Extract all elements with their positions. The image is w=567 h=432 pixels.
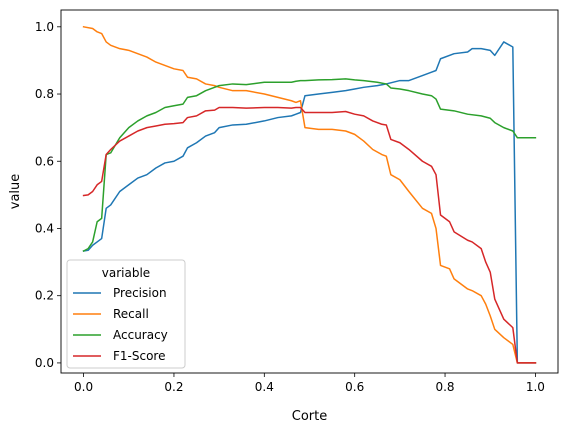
x-ticks: 0.0 0.2 0.4 0.6 0.8 1.0 (74, 373, 545, 394)
x-tick-label: 0.2 (164, 380, 183, 394)
legend-entries: Precision Recall Accuracy F1-Score (73, 286, 168, 363)
x-tick-label: 0.8 (435, 380, 454, 394)
legend-label-accuracy: Accuracy (113, 328, 168, 342)
y-ticks: 0.0 0.2 0.4 0.6 0.8 1.0 (35, 20, 61, 370)
x-tick-label: 0.0 (74, 380, 93, 394)
plot-frame (60, 9, 559, 374)
x-axis-label: Corte (292, 409, 327, 424)
series-line-recall (82, 25, 537, 364)
x-tick-label: 1.0 (526, 380, 545, 394)
y-tick-label: 0.8 (35, 87, 54, 101)
series-line-f1-score (82, 106, 537, 364)
y-tick-label: 0.4 (35, 221, 54, 235)
series-layer (82, 25, 537, 364)
series-line-accuracy (82, 78, 537, 253)
legend-label-precision: Precision (113, 286, 167, 300)
x-tick-label: 0.4 (255, 380, 274, 394)
y-tick-label: 1.0 (35, 20, 54, 34)
y-tick-label: 0.6 (35, 154, 54, 168)
y-axis-label: value (8, 174, 23, 210)
x-tick-label: 0.6 (345, 380, 364, 394)
legend-label-recall: Recall (113, 307, 149, 321)
legend-title: variable (102, 266, 150, 280)
series-line-precision (82, 41, 537, 364)
y-tick-label: 0.2 (35, 289, 54, 303)
legend-label-f1-score: F1-Score (113, 349, 165, 363)
legend-box (66, 259, 186, 369)
y-tick-label: 0.0 (35, 356, 54, 370)
legend: variable Precision Recall Accuracy F1-Score (66, 259, 186, 369)
